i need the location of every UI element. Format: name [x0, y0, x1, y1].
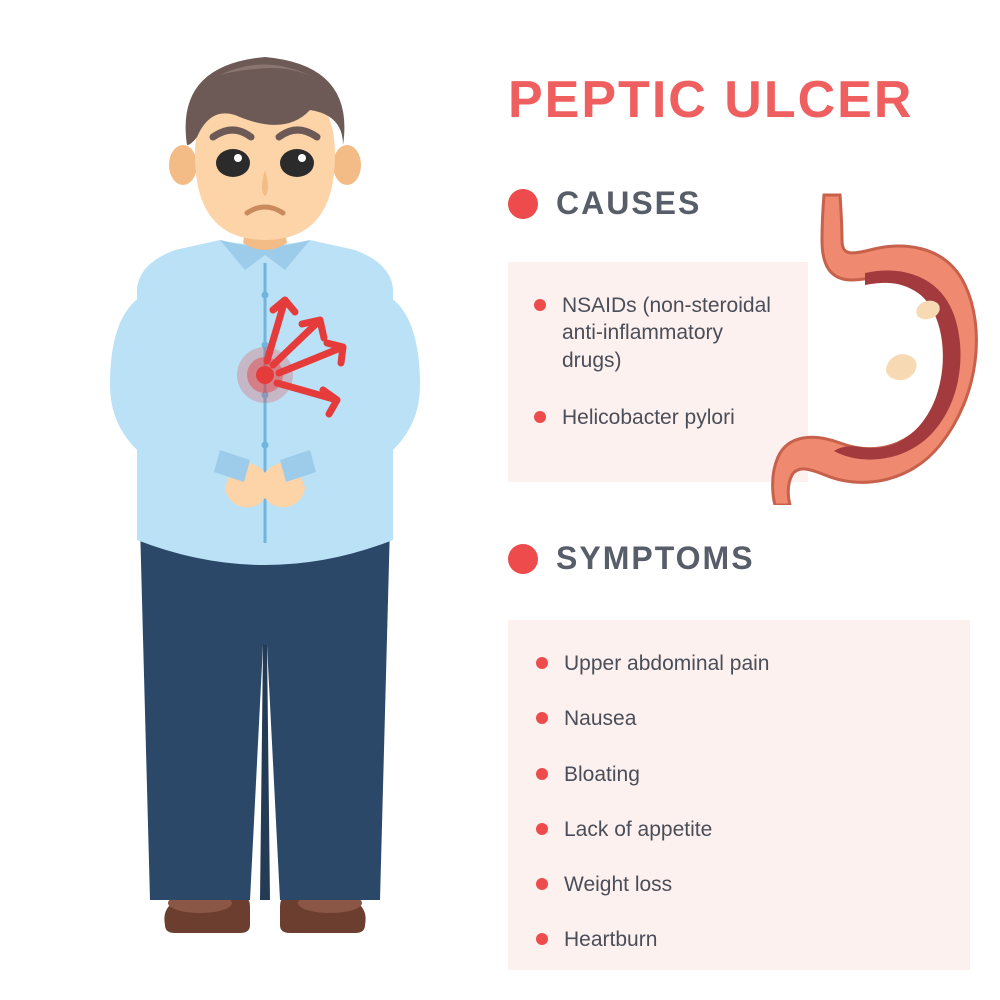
list-item-text: Weight loss	[564, 871, 942, 898]
list-item: Helicobacter pylori	[534, 404, 782, 431]
bullet-icon	[536, 768, 548, 780]
head-icon	[169, 57, 361, 240]
bullet-icon	[536, 657, 548, 669]
list-item: Bloating	[536, 761, 942, 788]
list-item: Lack of appetite	[536, 816, 942, 843]
list-item-text: Bloating	[564, 761, 942, 788]
symptoms-heading: SYMPTOMS	[508, 540, 755, 577]
list-item: NSAIDs (non-steroidal anti-inflammatory …	[534, 292, 782, 374]
causes-heading: CAUSES	[508, 185, 701, 222]
list-item-text: Nausea	[564, 705, 942, 732]
bullet-icon	[508, 189, 538, 219]
list-item-text: NSAIDs (non-steroidal anti-inflammatory …	[562, 292, 782, 374]
symptoms-list: Upper abdominal pain Nausea Bloating Lac…	[536, 650, 942, 954]
bullet-icon	[536, 878, 548, 890]
bullet-icon	[536, 712, 548, 724]
bullet-icon	[534, 411, 546, 423]
list-item: Heartburn	[536, 926, 942, 953]
list-item: Weight loss	[536, 871, 942, 898]
bullet-icon	[508, 544, 538, 574]
causes-panel: NSAIDs (non-steroidal anti-inflammatory …	[508, 262, 808, 482]
person-icon	[55, 45, 475, 965]
stomach-icon	[770, 185, 985, 505]
bullet-icon	[536, 823, 548, 835]
page-title: PEPTIC ULCER	[508, 70, 913, 130]
list-item-text: Helicobacter pylori	[562, 404, 782, 431]
list-item: Upper abdominal pain	[536, 650, 942, 677]
list-item-text: Heartburn	[564, 926, 942, 953]
causes-list: NSAIDs (non-steroidal anti-inflammatory …	[534, 292, 782, 431]
causes-heading-label: CAUSES	[556, 185, 701, 222]
bullet-icon	[534, 299, 546, 311]
list-item-text: Lack of appetite	[564, 816, 942, 843]
list-item: Nausea	[536, 705, 942, 732]
bullet-icon	[536, 933, 548, 945]
symptoms-heading-label: SYMPTOMS	[556, 540, 755, 577]
symptoms-panel: Upper abdominal pain Nausea Bloating Lac…	[508, 620, 970, 970]
list-item-text: Upper abdominal pain	[564, 650, 942, 677]
